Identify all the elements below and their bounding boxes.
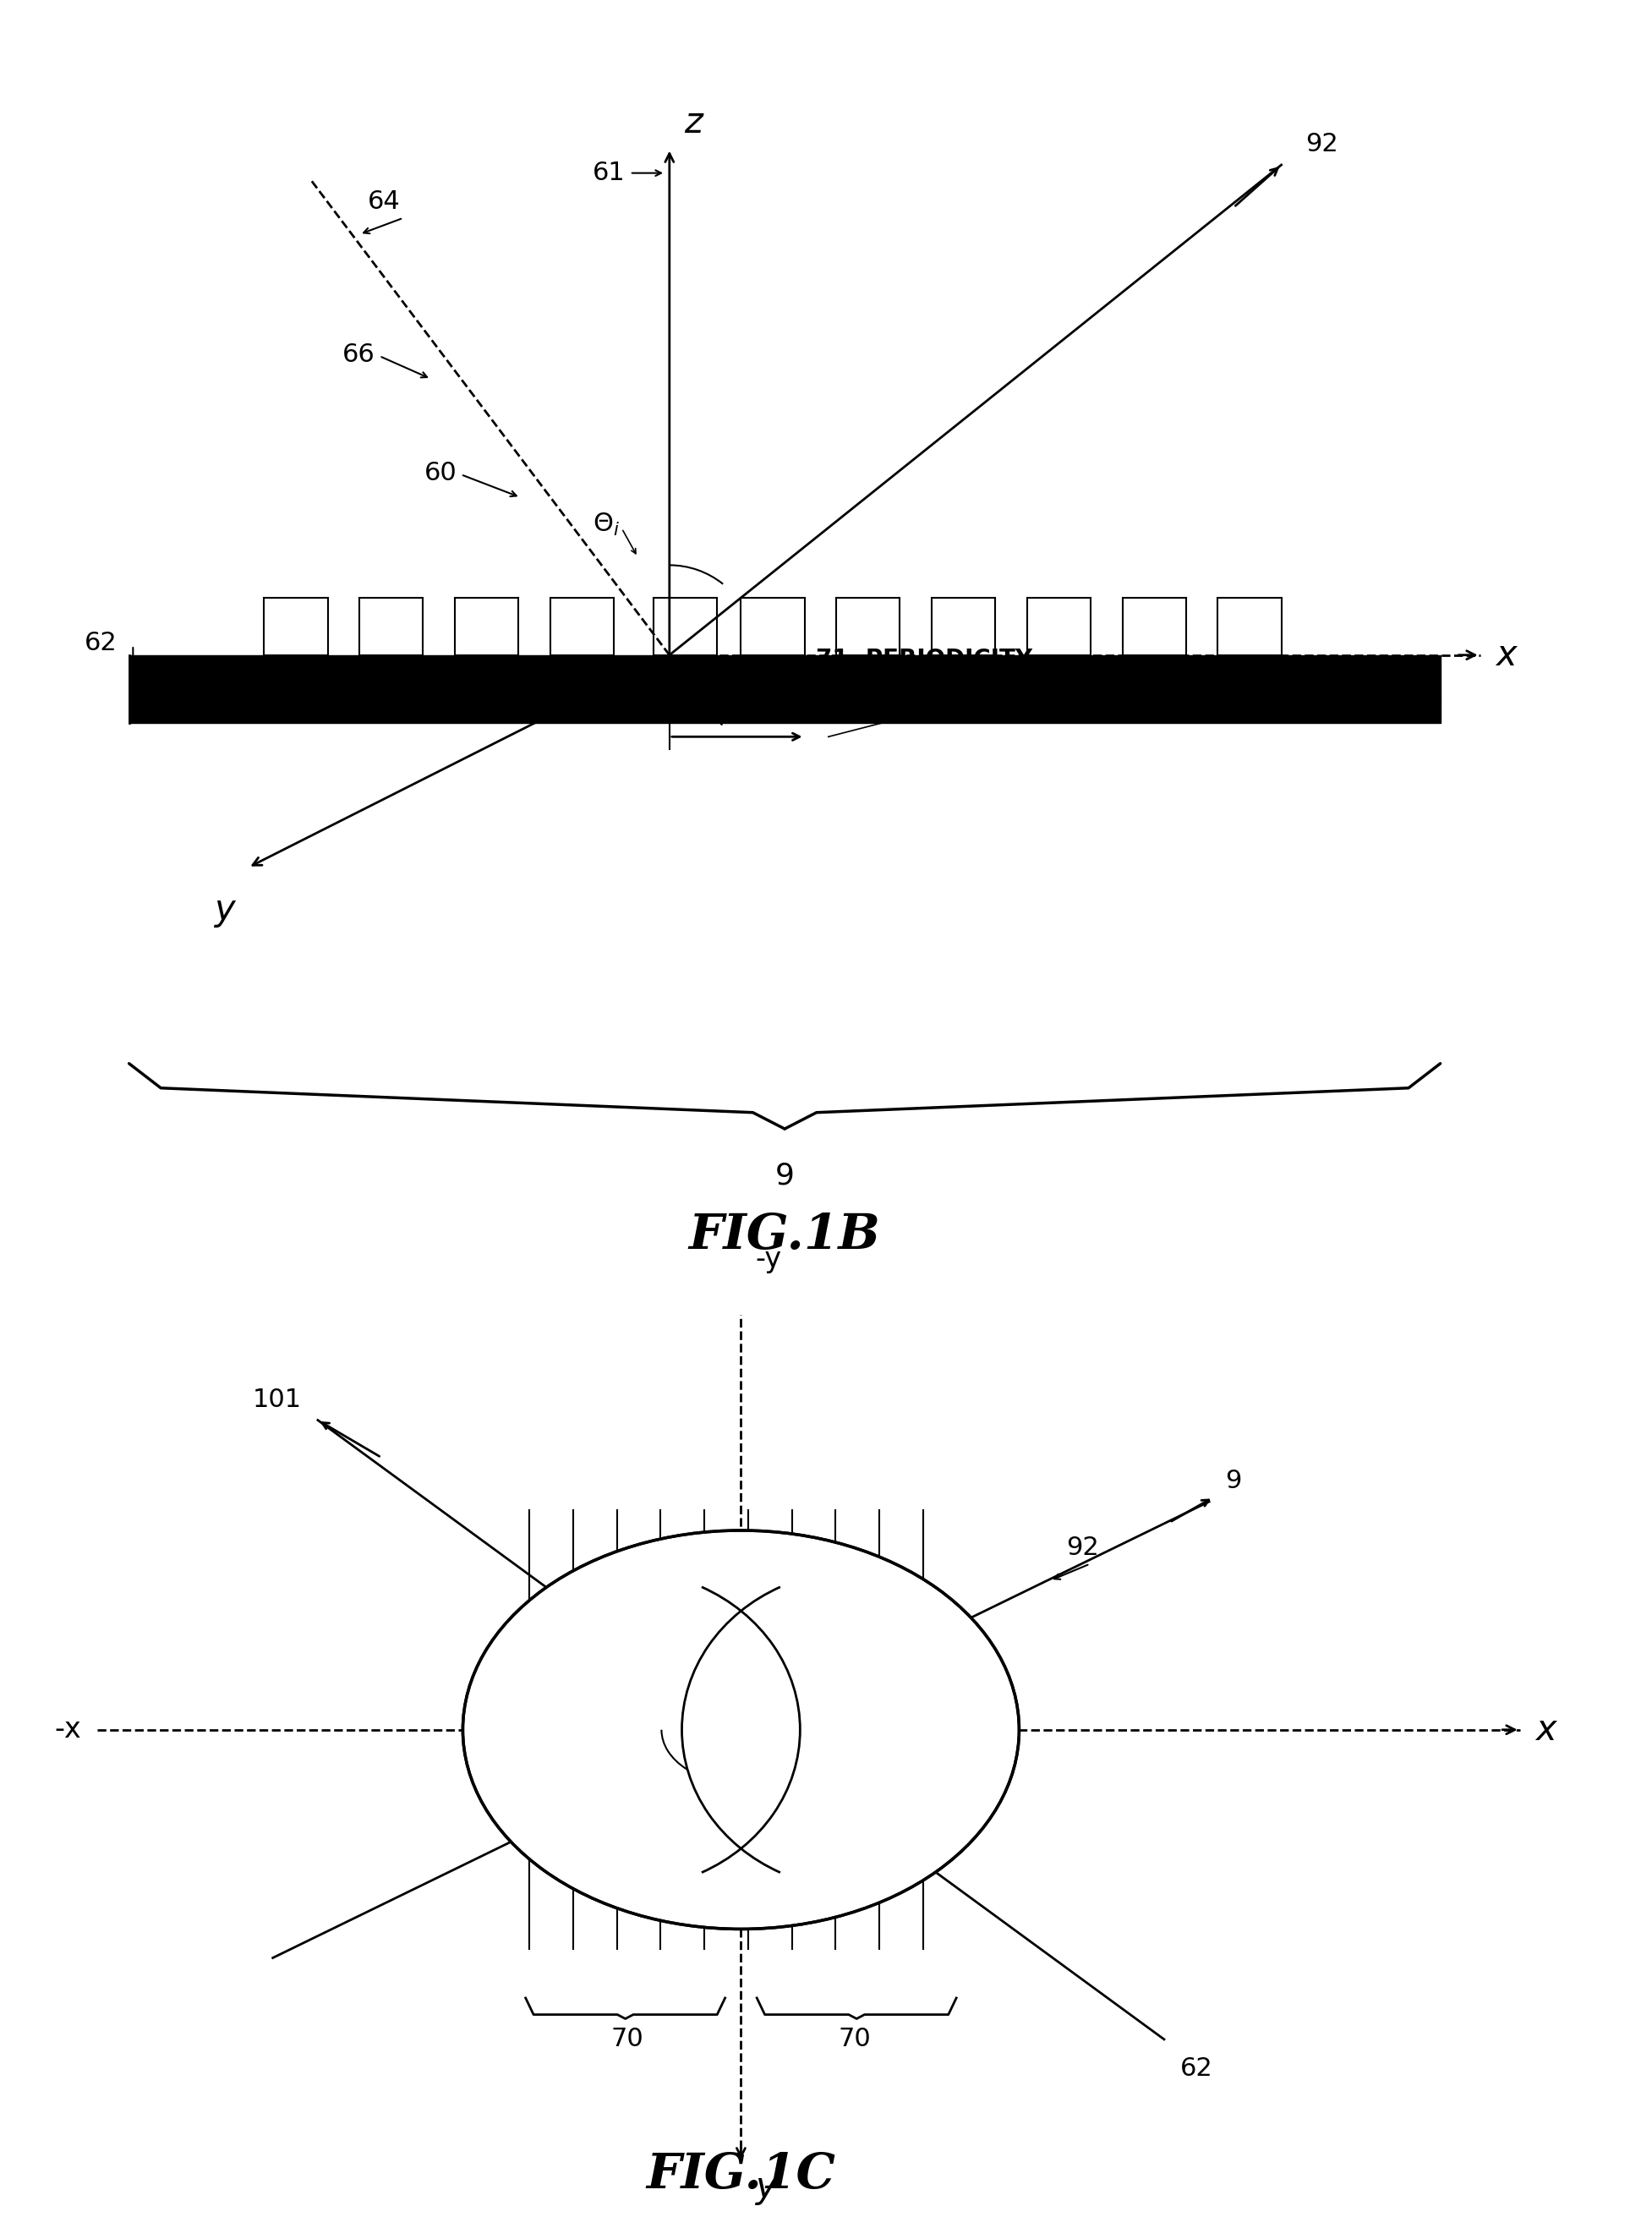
Text: 61: 61 bbox=[593, 160, 626, 185]
Text: -y: -y bbox=[755, 1245, 781, 1272]
Text: 62: 62 bbox=[1180, 2056, 1213, 2081]
Text: 92: 92 bbox=[1066, 1535, 1099, 1560]
Text: FIG.1B: FIG.1B bbox=[689, 1212, 881, 1259]
Text: $\phi$: $\phi$ bbox=[562, 1664, 582, 1696]
Bar bbox=[264, 597, 327, 655]
Text: DIRECTION: DIRECTION bbox=[852, 688, 996, 713]
Bar bbox=[550, 597, 615, 655]
Text: 70: 70 bbox=[838, 2027, 871, 2052]
Text: x: x bbox=[1497, 637, 1517, 673]
Text: 10: 10 bbox=[1161, 659, 1194, 684]
Bar bbox=[836, 597, 900, 655]
Ellipse shape bbox=[463, 1531, 1019, 1929]
Text: 60: 60 bbox=[425, 461, 458, 486]
Text: $\Theta_i$: $\Theta_i$ bbox=[593, 510, 620, 537]
Text: FIG.1C: FIG.1C bbox=[646, 2152, 836, 2199]
Bar bbox=[932, 597, 995, 655]
Text: y: y bbox=[755, 2170, 776, 2206]
Text: 64: 64 bbox=[367, 189, 400, 214]
Text: z: z bbox=[684, 105, 702, 140]
Bar bbox=[1028, 597, 1090, 655]
Text: 101: 101 bbox=[253, 1388, 302, 1413]
Text: 66: 66 bbox=[342, 343, 375, 368]
Text: y: y bbox=[215, 891, 235, 927]
Text: -x: -x bbox=[55, 1716, 81, 1745]
Bar bbox=[1122, 597, 1186, 655]
Bar bbox=[360, 597, 423, 655]
Bar bbox=[1218, 597, 1282, 655]
Text: x: x bbox=[1536, 1711, 1556, 1747]
Text: 15: 15 bbox=[676, 1553, 709, 1577]
Text: 9: 9 bbox=[1226, 1468, 1241, 1493]
Bar bbox=[742, 597, 805, 655]
Text: 62: 62 bbox=[84, 631, 117, 655]
Bar bbox=[454, 597, 519, 655]
Bar bbox=[654, 597, 717, 655]
Text: 70: 70 bbox=[611, 2027, 644, 2052]
Text: 92: 92 bbox=[1305, 131, 1338, 156]
Text: 71, PERIODICITY: 71, PERIODICITY bbox=[816, 648, 1032, 671]
Text: 9: 9 bbox=[775, 1161, 795, 1190]
